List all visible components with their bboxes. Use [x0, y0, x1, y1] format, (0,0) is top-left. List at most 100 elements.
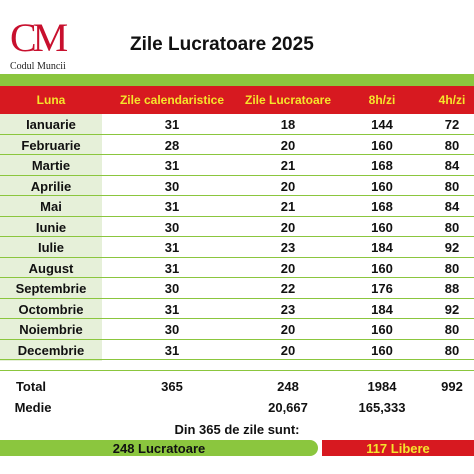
ore-4h-cell: 80 — [444, 219, 460, 235]
ore-8h-cell: 160 — [371, 178, 393, 194]
table-bottom-divider — [0, 370, 474, 371]
month-name: Septembrie — [0, 278, 102, 299]
column-header-4h: 4h/zi — [438, 92, 466, 107]
month-name: Aprilie — [0, 175, 102, 197]
ore-4h-cell: 80 — [444, 342, 460, 358]
zile-lucratoare-cell: 20 — [280, 219, 296, 235]
working-days-label: 248 Lucratoare — [112, 440, 206, 456]
month-name: Decembrie — [0, 339, 102, 361]
column-header-zile-lucratoare: Zile Lucratoare — [244, 92, 332, 107]
month-name: Iunie — [0, 216, 102, 238]
month-name: Ianuarie — [0, 114, 102, 135]
total-zile-calendaristice: 365 — [161, 379, 183, 394]
free-days-label: 117 Libere — [366, 440, 430, 456]
month-name: Iulie — [0, 237, 102, 258]
zile-lucratoare-cell: 21 — [280, 158, 296, 173]
row-divider — [0, 174, 474, 176]
zile-calendaristice-cell: 30 — [164, 281, 180, 296]
ore-8h-cell: 144 — [371, 117, 393, 132]
ore-8h-cell: 160 — [371, 322, 393, 337]
ore-8h-cell: 184 — [371, 301, 393, 317]
total-8h: 1984 — [367, 379, 397, 394]
zile-calendaristice-cell: 31 — [164, 301, 180, 317]
ore-8h-cell: 168 — [371, 199, 393, 214]
month-name: Februarie — [0, 134, 102, 156]
row-divider — [0, 277, 474, 278]
ore-4h-cell: 84 — [444, 158, 460, 173]
month-name: Octombrie — [0, 298, 102, 320]
zile-calendaristice-cell: 30 — [164, 322, 180, 337]
ore-4h-cell: 80 — [444, 137, 460, 153]
ore-4h-cell: 72 — [444, 117, 460, 132]
green-divider — [0, 74, 474, 86]
table-row: Iulie 31 23 184 92 — [0, 237, 474, 258]
ore-4h-cell: 84 — [444, 199, 460, 214]
zile-calendaristice-cell: 31 — [164, 240, 180, 255]
ore-4h-cell: 88 — [444, 281, 460, 296]
table-row: Septembrie 30 22 176 88 — [0, 278, 474, 299]
month-name: Noiembrie — [0, 319, 102, 340]
zile-calendaristice-cell: 30 — [164, 219, 180, 235]
row-divider — [0, 318, 474, 319]
table-row: Octombrie 31 23 184 92 — [0, 298, 474, 320]
table-row: Noiembrie 30 20 160 80 — [0, 319, 474, 340]
ore-8h-cell: 160 — [371, 260, 393, 276]
table-row: Martie 31 21 168 84 — [0, 155, 474, 176]
summary-text: Din 365 de zile sunt: — [174, 422, 300, 437]
column-header-luna: Luna — [36, 92, 66, 107]
row-divider — [0, 195, 474, 196]
row-divider — [0, 297, 474, 299]
zile-calendaristice-cell: 31 — [164, 117, 180, 132]
zile-lucratoare-cell: 18 — [280, 117, 296, 132]
zile-lucratoare-cell: 23 — [280, 240, 296, 255]
zile-lucratoare-cell: 22 — [280, 281, 296, 296]
zile-lucratoare-cell: 20 — [280, 178, 296, 194]
total-row: Total 365 248 1984 992 — [0, 376, 474, 397]
logo-subtitle: Codul Muncii — [10, 61, 66, 72]
free-days-bar: 117 Libere — [322, 440, 474, 456]
table-row: Iunie 30 20 160 80 — [0, 216, 474, 238]
row-divider — [0, 236, 474, 237]
table-row: August 31 20 160 80 — [0, 257, 474, 279]
ore-4h-cell: 80 — [444, 178, 460, 194]
zile-calendaristice-cell: 31 — [164, 199, 180, 214]
ore-4h-cell: 80 — [444, 322, 460, 337]
ore-4h-cell: 92 — [444, 240, 460, 255]
medie-8h: 165,333 — [358, 400, 406, 415]
zile-lucratoare-cell: 20 — [280, 137, 296, 153]
row-divider — [0, 154, 474, 155]
zile-lucratoare-cell: 20 — [280, 260, 296, 276]
medie-label: Medie — [14, 400, 52, 415]
row-divider — [0, 359, 474, 360]
medie-zile-lucratoare: 20,667 — [268, 400, 308, 415]
table-row: Februarie 28 20 160 80 — [0, 134, 474, 156]
zile-lucratoare-cell: 23 — [280, 301, 296, 317]
zile-calendaristice-cell: 28 — [164, 137, 180, 153]
table-row: Aprilie 30 20 160 80 — [0, 175, 474, 197]
month-name: Martie — [0, 155, 102, 176]
ore-4h-cell: 80 — [444, 260, 460, 276]
row-divider — [0, 338, 474, 340]
month-name: Mai — [0, 196, 102, 217]
total-4h: 992 — [441, 379, 463, 394]
ore-4h-cell: 92 — [444, 301, 460, 317]
row-divider — [0, 256, 474, 258]
ore-8h-cell: 168 — [371, 158, 393, 173]
column-header-zile-calendaristice: Zile calendaristice — [119, 92, 225, 107]
total-label: Total — [15, 379, 47, 394]
table-row: Ianuarie 31 18 144 72 — [0, 114, 474, 135]
ore-8h-cell: 160 — [371, 342, 393, 358]
zile-lucratoare-cell: 20 — [280, 322, 296, 337]
ore-8h-cell: 184 — [371, 240, 393, 255]
zile-calendaristice-cell: 30 — [164, 178, 180, 194]
logo-mark: CM — [10, 15, 68, 60]
zile-calendaristice-cell: 31 — [164, 342, 180, 358]
table-header: Luna Zile calendaristice Zile Lucratoare… — [0, 86, 474, 114]
zile-calendaristice-cell: 31 — [164, 158, 180, 173]
codul-muncii-logo: CM Codul Muncii — [10, 15, 72, 73]
ore-8h-cell: 176 — [371, 281, 393, 296]
total-zile-lucratoare: 248 — [277, 379, 299, 394]
working-days-bar: 248 Lucratoare — [0, 440, 318, 456]
table-row: Decembrie 31 20 160 80 — [0, 339, 474, 361]
row-divider — [0, 133, 474, 135]
